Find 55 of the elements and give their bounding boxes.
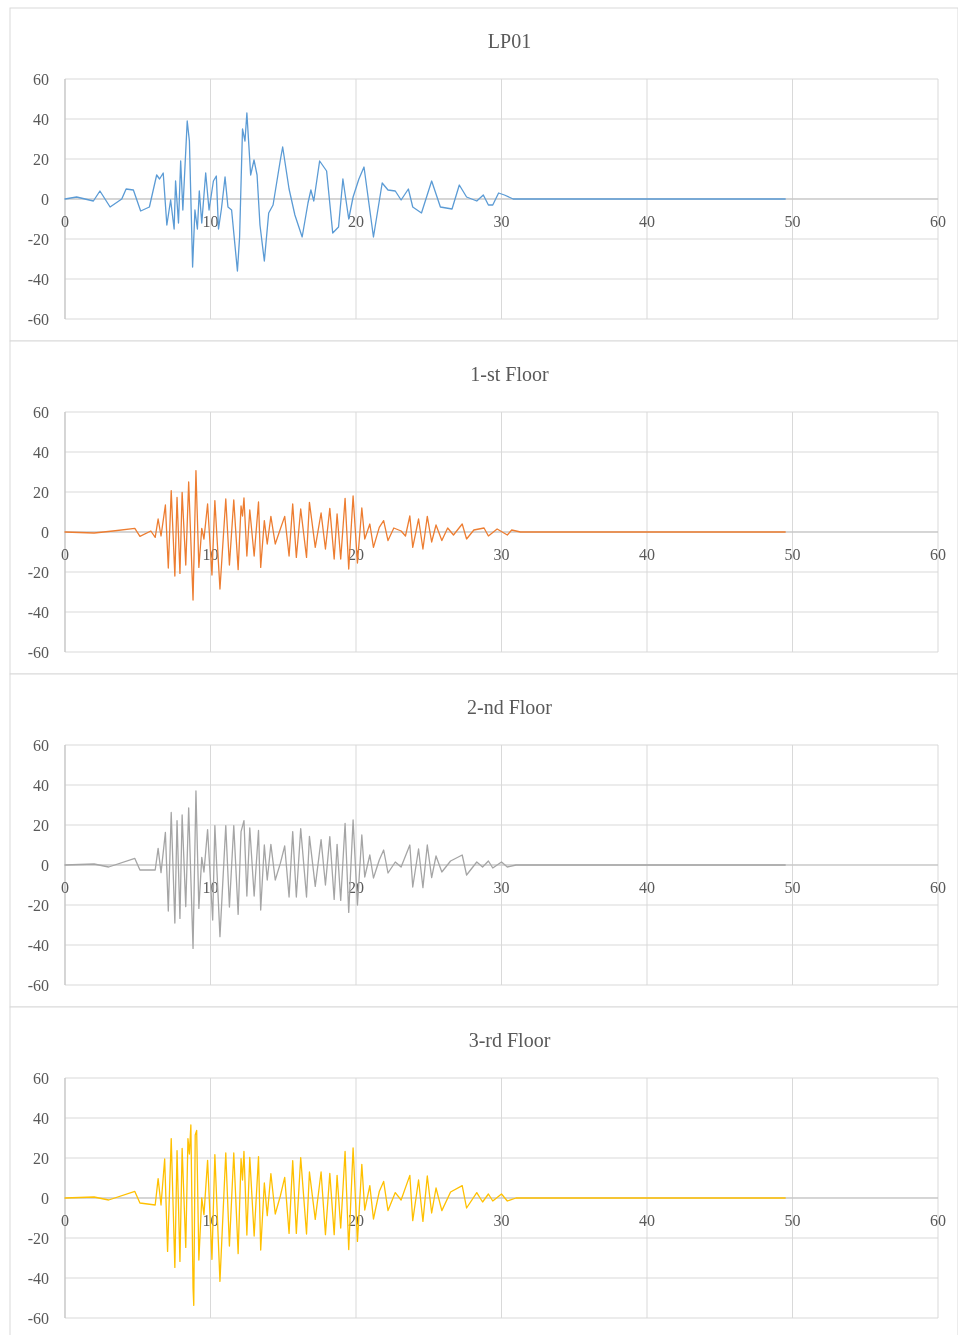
x-tick-label: 50 xyxy=(784,879,801,896)
y-tick-label: 20 xyxy=(33,1149,49,1167)
x-tick-label: 30 xyxy=(493,546,510,563)
x-tick-label: 40 xyxy=(639,546,655,563)
x-tick-label: 60 xyxy=(930,1212,946,1229)
y-tick-label: 60 xyxy=(33,403,49,421)
y-tick-label: -60 xyxy=(27,643,49,661)
y-tick-label: -20 xyxy=(27,230,49,248)
y-tick-label: 0 xyxy=(41,190,49,208)
x-tick-label: 30 xyxy=(493,213,510,230)
x-tick-label: 30 xyxy=(493,879,510,896)
x-tick-label: 40 xyxy=(639,213,655,230)
x-tick-label: 60 xyxy=(930,213,946,230)
x-tick-label: 0 xyxy=(61,213,69,230)
x-tick-label: 0 xyxy=(61,1212,69,1229)
x-tick-label: 0 xyxy=(61,879,69,896)
y-tick-label: 60 xyxy=(33,1069,49,1087)
x-tick-label: 20 xyxy=(348,213,364,230)
x-tick-label: 10 xyxy=(202,213,219,230)
y-tick-label: -40 xyxy=(27,270,49,288)
x-tick-label: 0 xyxy=(61,546,69,563)
y-tick-label: -40 xyxy=(27,1269,49,1287)
x-tick-label: 40 xyxy=(639,1212,655,1229)
y-tick-label: 40 xyxy=(33,443,49,461)
y-tick-label: 0 xyxy=(41,1189,49,1207)
y-tick-label: -60 xyxy=(27,1309,49,1327)
y-tick-label: 20 xyxy=(33,483,49,501)
y-tick-label: -40 xyxy=(27,603,49,621)
x-tick-label: 20 xyxy=(348,879,364,896)
x-tick-label: 50 xyxy=(784,213,801,230)
chart-title: LP01 xyxy=(487,30,532,52)
y-tick-label: 60 xyxy=(33,70,49,88)
y-tick-label: -60 xyxy=(27,310,49,328)
x-tick-label: 60 xyxy=(930,546,946,563)
y-tick-label: 40 xyxy=(33,776,49,794)
y-tick-label: 0 xyxy=(41,523,49,541)
y-tick-label: -40 xyxy=(27,936,49,954)
y-tick-label: 20 xyxy=(33,150,49,168)
x-tick-label: 60 xyxy=(930,879,946,896)
chart-title: 3-rd Floor xyxy=(468,1029,551,1051)
y-tick-label: -20 xyxy=(27,896,49,914)
chart-title: 2-nd Floor xyxy=(467,696,553,718)
y-tick-label: -20 xyxy=(27,1229,49,1247)
y-tick-label: 20 xyxy=(33,816,49,834)
y-tick-label: 0 xyxy=(41,856,49,874)
y-tick-label: 60 xyxy=(33,736,49,754)
x-tick-label: 50 xyxy=(784,546,801,563)
x-tick-label: 50 xyxy=(784,1212,801,1229)
x-tick-label: 30 xyxy=(493,1212,510,1229)
y-tick-label: 40 xyxy=(33,1109,49,1127)
chart-title: 1-st Floor xyxy=(470,363,550,385)
y-tick-label: -60 xyxy=(27,976,49,994)
x-tick-label: 40 xyxy=(639,879,655,896)
y-tick-label: -20 xyxy=(27,563,49,581)
y-tick-label: 40 xyxy=(33,110,49,128)
